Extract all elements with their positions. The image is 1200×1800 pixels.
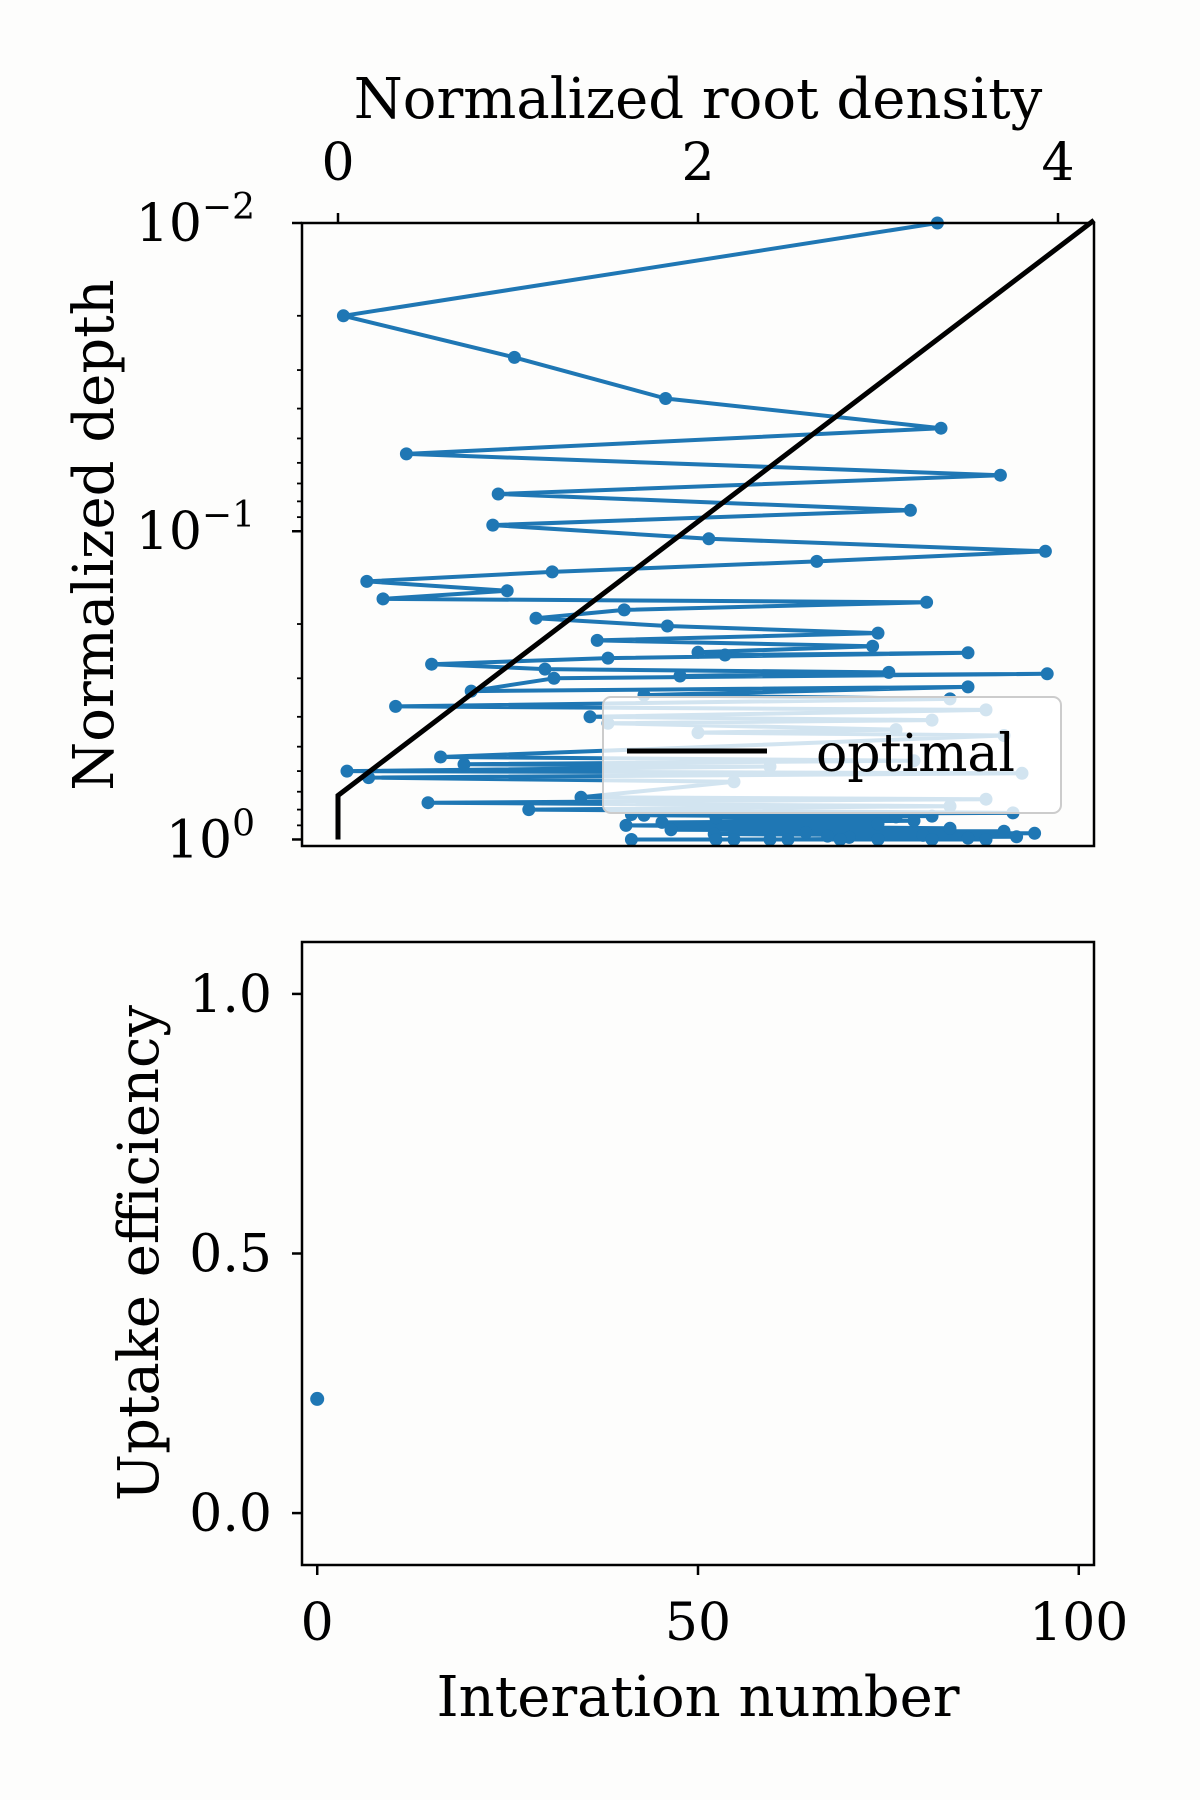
root-density-point (903, 503, 917, 517)
bottom-x-tick-label: 0 (301, 1593, 334, 1653)
root-density-point (399, 447, 413, 461)
root-density-point (660, 619, 674, 633)
root-density-point (547, 671, 561, 685)
top-y-tick-label: 100 (166, 803, 255, 870)
root-density-point (590, 633, 604, 647)
bottom-plot-frame (300, 940, 1096, 1567)
root-density-point (583, 710, 597, 724)
root-density-point (920, 595, 934, 609)
root-density-point (664, 823, 678, 837)
root-density-point (882, 665, 896, 679)
top-y-tick-label: 10−1 (136, 495, 255, 562)
optimal-line (335, 218, 1096, 840)
legend-label-optimal: optimal (816, 724, 1015, 784)
root-density-point (871, 817, 885, 831)
top-x-axis-label: Normalized root density (354, 67, 1043, 132)
root-density-point (866, 639, 880, 653)
root-density-point (763, 833, 777, 846)
root-density-point (781, 833, 795, 846)
root-density-point (961, 831, 975, 845)
root-density-point (1028, 826, 1042, 840)
top-x-axis: 0 2 4 (321, 133, 1075, 223)
root-density-point (934, 421, 948, 435)
root-density-point (997, 824, 1011, 838)
root-density-point (993, 468, 1007, 482)
root-density-point (961, 680, 975, 694)
top-x-tick-label: 2 (681, 133, 714, 193)
root-density-point (1040, 667, 1054, 681)
root-density-point (340, 764, 354, 778)
top-y-axis-label: Normalized depth (62, 279, 127, 791)
root-density-point (601, 651, 615, 665)
bottom-x-tick-label: 100 (1029, 1593, 1128, 1653)
root-density-point (821, 829, 835, 843)
legend-box (602, 696, 1062, 814)
root-density-point (507, 350, 521, 364)
root-density-point (943, 821, 957, 835)
root-density-point (833, 833, 847, 846)
uptake-efficiency-chart: 0 50 100 0.0 0.5 1.0 Interation number Uptak… (107, 940, 1128, 1730)
root-density-point (925, 833, 939, 846)
bottom-y-tick-label: 0.5 (189, 1225, 272, 1285)
top-x-tick-label: 4 (1041, 133, 1074, 193)
root-density-point (907, 814, 921, 828)
root-density-point (500, 584, 514, 598)
root-density-point (979, 833, 993, 846)
root-density-point (709, 833, 723, 846)
bottom-x-axis: 0 50 100 (301, 1565, 1128, 1653)
root-density-point (522, 803, 536, 817)
root-density-point (810, 554, 824, 568)
bottom-y-axis-label: Uptake efficiency (107, 1005, 172, 1501)
root-density-point (624, 833, 638, 846)
root-density-point (545, 565, 559, 579)
root-density-point (659, 392, 673, 405)
root-density-point (529, 611, 543, 625)
bottom-y-tick-label: 1.0 (189, 965, 272, 1025)
root-density-point (457, 757, 471, 771)
root-density-point (619, 818, 633, 832)
root-density-point (617, 603, 631, 617)
root-density-point (336, 309, 350, 323)
root-density-point (871, 626, 885, 640)
root-density-point (1038, 544, 1052, 558)
root-density-point (702, 532, 716, 546)
root-density-point (434, 750, 448, 764)
root-density-point (799, 826, 813, 840)
root-density-point (360, 574, 374, 588)
root-density-point (1010, 830, 1024, 844)
bottom-y-tick-label: 0.0 (189, 1484, 272, 1544)
legend: optimal (602, 696, 1062, 814)
root-density-point (709, 811, 723, 825)
top-x-tick-label: 0 (321, 133, 354, 193)
bottom-x-axis-label: Interation number (437, 1665, 960, 1730)
root-density-point (727, 833, 741, 846)
root-density-point (491, 487, 505, 501)
root-density-point (376, 592, 390, 606)
root-density-point (673, 669, 687, 683)
root-density-point (425, 657, 439, 671)
root-density-point (421, 796, 435, 810)
bottom-y-axis: 0.0 0.5 1.0 (189, 965, 302, 1544)
root-density-point (871, 833, 885, 846)
root-density-chart: optimal 0 2 4 10−2 10−1 100 Normalized root … (62, 67, 1096, 870)
top-y-tick-label: 10−2 (136, 187, 255, 254)
top-y-axis: 10−2 10−1 100 (136, 187, 302, 870)
bottom-x-tick-label: 50 (665, 1593, 731, 1653)
root-density-point (691, 645, 705, 659)
optimal-series (335, 218, 1096, 840)
uptake-efficiency-series (310, 1391, 325, 1406)
uptake-efficiency-point (310, 1391, 325, 1406)
root-density-point (961, 646, 975, 660)
root-density-point (538, 662, 552, 676)
root-density-point (389, 699, 403, 713)
root-density-point (486, 518, 500, 532)
root-density-point (574, 790, 588, 804)
root-density-point (718, 648, 732, 662)
root-density-point (655, 815, 669, 829)
